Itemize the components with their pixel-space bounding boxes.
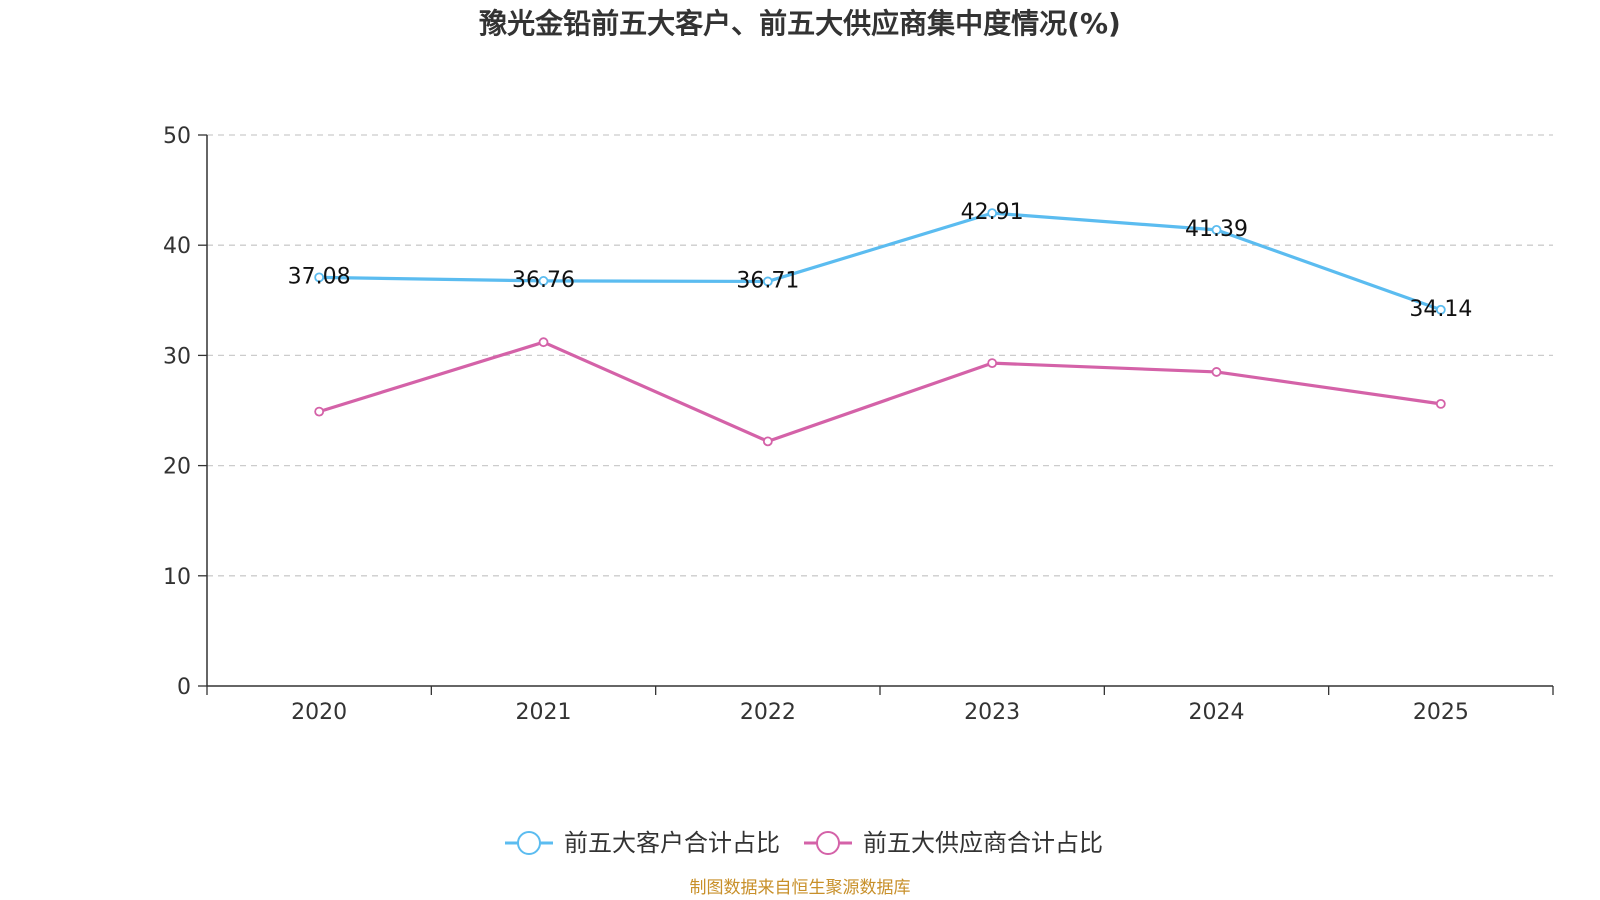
data-point[interactable]	[538, 337, 549, 348]
data-labels: 37.08 36.76 36.71 42.91 41.39 34.14	[288, 200, 1473, 322]
x-tick-label: 2025	[1413, 700, 1469, 725]
legend-item[interactable]: 前五大供应商合计占比	[804, 829, 1103, 857]
series-lines	[314, 208, 1446, 447]
y-tick-label: 0	[177, 675, 191, 700]
data-label: 42.91	[961, 200, 1024, 225]
data-label: 36.76	[512, 268, 575, 293]
data-point[interactable]	[314, 406, 325, 417]
y-tick-label: 40	[163, 234, 191, 259]
y-tick-label: 20	[163, 455, 191, 480]
legend-item[interactable]: 前五大客户合计占比	[505, 829, 780, 857]
x-tick-label: 2022	[740, 700, 796, 725]
data-label: 41.39	[1185, 217, 1248, 242]
legend-marker-icon	[816, 831, 840, 855]
data-point[interactable]	[538, 276, 549, 286]
data-point[interactable]	[1435, 398, 1446, 409]
grid-lines	[207, 134, 1553, 577]
data-point[interactable]	[314, 272, 325, 283]
series-line	[317, 211, 1443, 312]
legend-marker-icon	[517, 831, 541, 855]
data-point[interactable]	[987, 208, 998, 219]
data-point[interactable]	[1211, 224, 1222, 235]
legend[interactable]: 前五大客户合计占比 前五大供应商合计占比	[505, 829, 1103, 857]
x-tick-label: 2024	[1189, 700, 1245, 725]
data-point[interactable]	[762, 276, 773, 287]
y-tick-label: 10	[163, 565, 191, 590]
data-point[interactable]	[987, 358, 998, 369]
legend-label: 前五大客户合计占比	[564, 829, 780, 857]
data-label: 36.71	[736, 268, 799, 293]
series-line	[317, 340, 1443, 443]
chart-title: 豫光金铅前五大客户、前五大供应商集中度情况(%)	[479, 7, 1121, 40]
legend-label: 前五大供应商合计占比	[863, 829, 1103, 857]
x-tick-label: 2020	[291, 700, 347, 725]
data-point[interactable]	[762, 436, 773, 447]
source-note: 制图数据来自恒生聚源数据库	[690, 878, 911, 898]
data-point[interactable]	[1435, 304, 1446, 315]
y-tick-label: 30	[163, 344, 191, 369]
x-tick-label: 2023	[964, 700, 1020, 725]
data-label: 34.14	[1409, 297, 1472, 322]
data-point[interactable]	[1211, 367, 1222, 377]
data-label: 37.08	[288, 264, 351, 289]
x-tick-label: 2021	[516, 700, 572, 725]
axes: 0 10 20 30 40 50 2020 2021 2022 2023 2024 2025	[163, 124, 1554, 725]
y-tick-label: 50	[163, 124, 191, 149]
